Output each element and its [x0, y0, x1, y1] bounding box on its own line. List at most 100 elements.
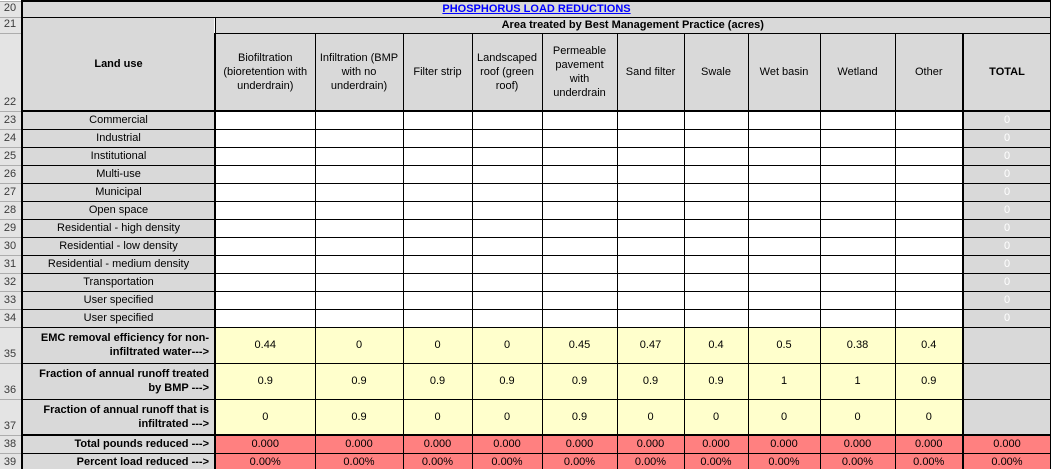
area-input-cell[interactable] [314, 218, 404, 238]
area-input-cell[interactable] [214, 272, 316, 292]
area-input-cell[interactable] [314, 164, 404, 184]
param-value-cell[interactable]: 0 [819, 398, 896, 436]
col-header-filter-strip[interactable]: Filter strip [402, 32, 473, 112]
area-input-cell[interactable] [894, 200, 964, 220]
area-input-cell[interactable] [894, 110, 964, 130]
area-input-cell[interactable] [541, 254, 618, 274]
param-value-cell[interactable]: 0 [471, 398, 543, 436]
row-header-25[interactable]: 25 [0, 147, 23, 166]
area-input-cell[interactable] [747, 236, 821, 256]
area-input-cell[interactable] [616, 290, 685, 310]
area-input-cell[interactable] [471, 272, 543, 292]
result-value-cell[interactable]: 0.00% [683, 452, 749, 469]
area-input-cell[interactable] [471, 164, 543, 184]
area-input-cell[interactable] [402, 272, 473, 292]
area-input-cell[interactable] [214, 290, 316, 310]
area-input-cell[interactable] [747, 128, 821, 148]
param-value-cell[interactable]: 0.9 [541, 398, 618, 436]
area-input-cell[interactable] [541, 236, 618, 256]
area-input-cell[interactable] [747, 272, 821, 292]
total-cell[interactable]: 0 [962, 164, 1051, 184]
result-value-cell[interactable]: 0.000 [314, 434, 404, 454]
param-value-cell[interactable]: 0.9 [314, 398, 404, 436]
area-input-cell[interactable] [402, 218, 473, 238]
area-input-cell[interactable] [402, 146, 473, 166]
area-input-cell[interactable] [471, 110, 543, 130]
area-input-cell[interactable] [819, 290, 896, 310]
area-input-cell[interactable] [214, 254, 316, 274]
land-use-label[interactable]: Municipal [21, 182, 216, 202]
area-input-cell[interactable] [541, 308, 618, 328]
area-treated-header[interactable]: Area treated by Best Management Practice… [214, 16, 1051, 34]
row-header-28[interactable]: 28 [0, 201, 23, 220]
param-value-cell[interactable]: 0.47 [616, 326, 685, 364]
area-input-cell[interactable] [402, 236, 473, 256]
row-header-36[interactable]: 36 [0, 363, 23, 400]
param-value-cell[interactable]: 1 [747, 362, 821, 400]
area-input-cell[interactable] [894, 290, 964, 310]
area-input-cell[interactable] [541, 290, 618, 310]
area-input-cell[interactable] [314, 290, 404, 310]
area-input-cell[interactable] [214, 218, 316, 238]
land-use-label[interactable]: Residential - medium density [21, 254, 216, 274]
total-blank-cell[interactable] [962, 362, 1051, 400]
area-input-cell[interactable] [541, 110, 618, 130]
param-value-cell[interactable]: 0.9 [402, 362, 473, 400]
result-value-cell[interactable]: 0.000 [683, 434, 749, 454]
area-input-cell[interactable] [819, 308, 896, 328]
result-value-cell[interactable]: 0.000 [402, 434, 473, 454]
area-input-cell[interactable] [314, 236, 404, 256]
param-value-cell[interactable]: 0.45 [541, 326, 618, 364]
area-input-cell[interactable] [616, 254, 685, 274]
total-blank-cell[interactable] [962, 398, 1051, 436]
area-input-cell[interactable] [819, 236, 896, 256]
area-input-cell[interactable] [314, 308, 404, 328]
result-value-cell[interactable]: 0.000 [616, 434, 685, 454]
area-input-cell[interactable] [471, 146, 543, 166]
result-value-cell[interactable]: 0.000 [819, 434, 896, 454]
area-input-cell[interactable] [819, 254, 896, 274]
total-cell[interactable]: 0 [962, 236, 1051, 256]
area-input-cell[interactable] [214, 128, 316, 148]
row-header-35[interactable]: 35 [0, 327, 23, 364]
area-input-cell[interactable] [541, 128, 618, 148]
area-input-cell[interactable] [402, 200, 473, 220]
row-header-39[interactable]: 39 [0, 453, 23, 469]
param-value-cell[interactable]: 0.44 [214, 326, 316, 364]
land-use-label[interactable]: User specified [21, 308, 216, 328]
area-input-cell[interactable] [747, 218, 821, 238]
row-header-22[interactable]: 22 [0, 33, 23, 112]
area-input-cell[interactable] [616, 272, 685, 292]
col-header-landscaped-roof[interactable]: Landscaped roof (green roof) [471, 32, 543, 112]
total-blank-cell[interactable] [962, 326, 1051, 364]
row-header-33[interactable]: 33 [0, 291, 23, 310]
area-input-cell[interactable] [214, 200, 316, 220]
row-header-32[interactable]: 32 [0, 273, 23, 292]
param-value-cell[interactable]: 0 [894, 398, 964, 436]
area-input-cell[interactable] [894, 254, 964, 274]
result-value-cell[interactable]: 0.00% [894, 452, 964, 469]
area-input-cell[interactable] [683, 128, 749, 148]
area-input-cell[interactable] [214, 236, 316, 256]
area-input-cell[interactable] [314, 200, 404, 220]
result-value-cell[interactable]: 0.00% [214, 452, 316, 469]
param-value-cell[interactable]: 1 [819, 362, 896, 400]
area-input-cell[interactable] [747, 254, 821, 274]
area-input-cell[interactable] [402, 110, 473, 130]
area-input-cell[interactable] [471, 254, 543, 274]
area-input-cell[interactable] [616, 308, 685, 328]
area-input-cell[interactable] [683, 164, 749, 184]
area-input-cell[interactable] [616, 218, 685, 238]
param-value-cell[interactable]: 0.4 [683, 326, 749, 364]
area-input-cell[interactable] [541, 164, 618, 184]
land-use-header[interactable]: Land use [21, 16, 216, 112]
area-input-cell[interactable] [541, 182, 618, 202]
area-input-cell[interactable] [314, 128, 404, 148]
area-input-cell[interactable] [402, 290, 473, 310]
area-input-cell[interactable] [683, 308, 749, 328]
area-input-cell[interactable] [402, 182, 473, 202]
area-input-cell[interactable] [819, 272, 896, 292]
param-value-cell[interactable]: 0.9 [471, 362, 543, 400]
area-input-cell[interactable] [314, 272, 404, 292]
result-value-cell[interactable]: 0.00% [819, 452, 896, 469]
